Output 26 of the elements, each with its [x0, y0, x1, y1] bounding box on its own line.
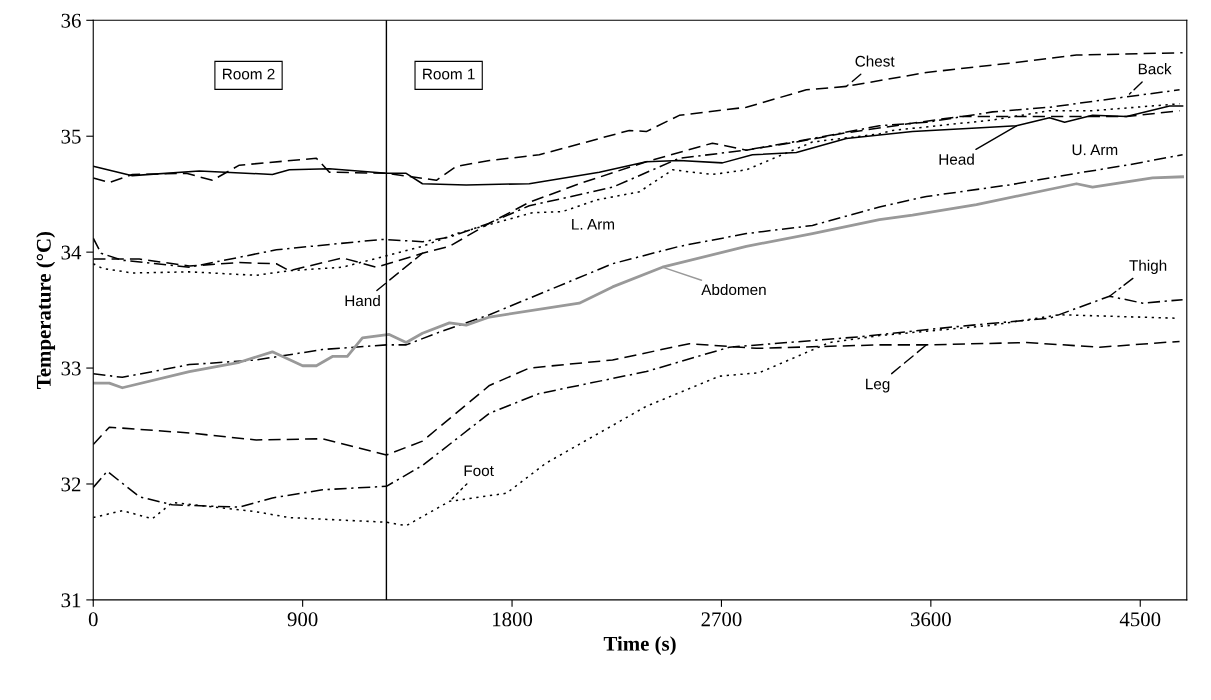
y-tick-label: 36: [61, 13, 81, 28]
series-label: Chest: [855, 55, 895, 67]
x-tick-label: 4500: [1119, 612, 1161, 627]
x-tick-label: 0: [88, 612, 98, 627]
series-label: Thigh: [1129, 259, 1167, 274]
x-tick-label: 1800: [493, 612, 533, 627]
y-tick-label: 32: [61, 477, 81, 492]
x-tick-label: 3600: [911, 612, 951, 627]
x-tick-label: 2700: [701, 612, 742, 627]
y-axis-title: Temperature (°C): [36, 231, 56, 389]
x-tick-label: 900: [287, 612, 318, 627]
x-axis-title: Time (s): [603, 636, 676, 656]
series-label: Back: [1138, 63, 1172, 75]
series-label: Hand: [345, 294, 380, 307]
series-label: U. Arm: [1072, 144, 1118, 156]
text: Leg: [866, 378, 890, 393]
series-label: Abdomen: [701, 283, 766, 296]
annotation: Room 2: [223, 68, 275, 80]
y-tick-label: 34: [61, 245, 82, 260]
series-label: Head: [939, 153, 974, 165]
series-label: L. Arm: [572, 219, 615, 230]
y-tick-label: 35: [61, 129, 81, 144]
annotation: Room 1: [423, 68, 475, 80]
y-tick-label: 31: [61, 593, 81, 608]
y-tick-label: 33: [61, 361, 81, 376]
series-label: Foot: [464, 465, 494, 477]
